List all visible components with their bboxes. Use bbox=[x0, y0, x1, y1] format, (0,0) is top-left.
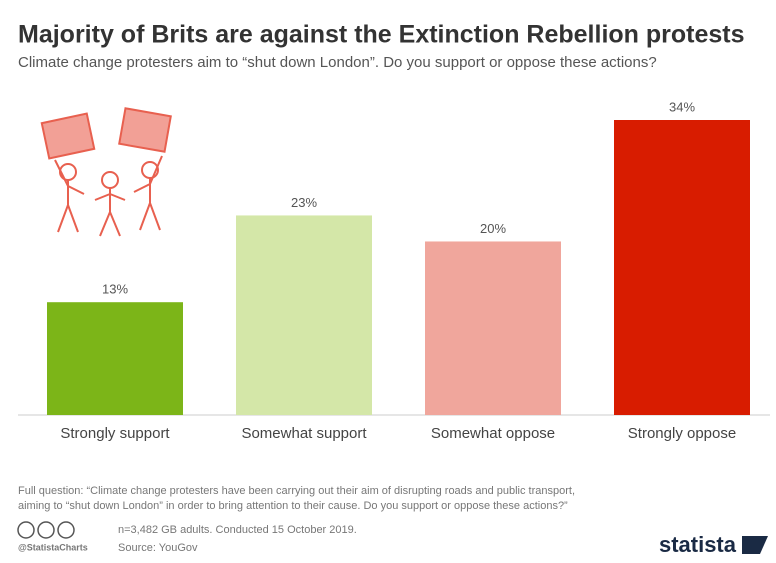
bar bbox=[425, 241, 561, 415]
chart-title: Majority of Brits are against the Extinc… bbox=[18, 21, 745, 49]
footnote: aiming to “shut down London” in order to… bbox=[18, 500, 568, 512]
bar bbox=[236, 215, 372, 415]
brand-logo: statista bbox=[659, 532, 737, 557]
protester-icon bbox=[40, 107, 172, 237]
footnote: Full question: “Climate change protester… bbox=[18, 485, 575, 497]
bar bbox=[47, 302, 183, 415]
x-tick-label: Strongly oppose bbox=[628, 425, 736, 442]
value-label: 20% bbox=[480, 221, 506, 236]
value-label: 34% bbox=[669, 99, 695, 114]
value-label: 23% bbox=[291, 195, 317, 210]
brand-mark bbox=[742, 536, 768, 554]
value-label: 13% bbox=[102, 282, 128, 297]
x-tick-label: Somewhat support bbox=[241, 425, 367, 442]
x-tick-label: Strongly support bbox=[60, 425, 170, 442]
x-tick-label: Somewhat oppose bbox=[431, 425, 555, 442]
sample-note: n=3,482 GB adults. Conducted 15 October … bbox=[118, 524, 357, 536]
source: Source: YouGov bbox=[118, 542, 198, 554]
bar bbox=[614, 120, 750, 415]
chart-subtitle: Climate change protesters aim to “shut d… bbox=[18, 54, 657, 71]
license-icons bbox=[17, 521, 75, 539]
handle: @StatistaCharts bbox=[18, 542, 88, 552]
